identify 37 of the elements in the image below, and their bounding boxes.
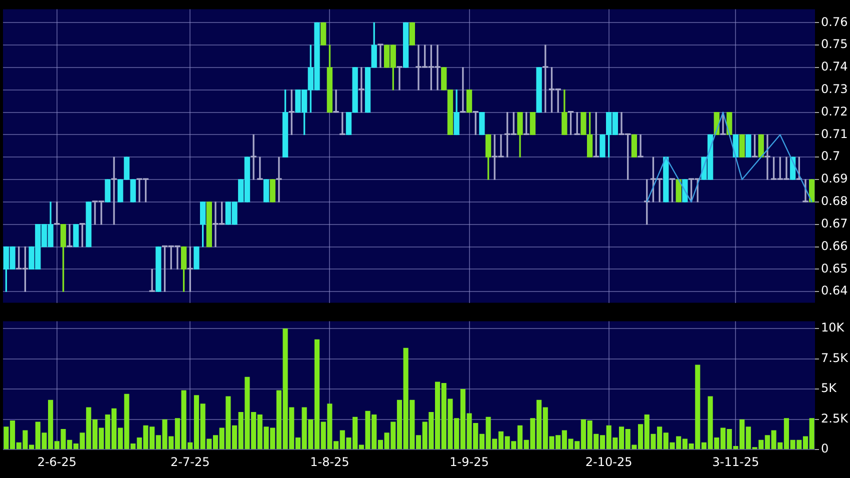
y-tick-label: 0.64 (821, 284, 848, 298)
x-tick-label: 1-8-25 (310, 454, 350, 469)
y-tick-label: 0.7 (821, 149, 840, 164)
candlestick (333, 90, 339, 113)
y-tick-label: 0.68 (821, 194, 848, 208)
candlestick (460, 67, 466, 113)
candlestick (276, 156, 282, 202)
y-tick-label: 0.76 (821, 14, 848, 29)
y-tick-label: 0.73 (821, 82, 848, 96)
candlestick (764, 134, 770, 180)
y-tick-label: 7.5K (821, 350, 850, 365)
candlestick (250, 134, 256, 180)
y-tick-label: 5K (821, 381, 838, 396)
candlestick (257, 156, 263, 180)
x-tick-label: 3-11-25 (712, 454, 760, 469)
candlestick (638, 134, 644, 158)
candlestick (378, 44, 384, 68)
candlestick (149, 268, 155, 292)
x-tick-label: 2-10-25 (585, 454, 632, 469)
y-tick-label: 0.66 (821, 238, 848, 253)
x-tick-label: 2-7-25 (170, 454, 210, 469)
y-tick-label: 0.74 (821, 60, 848, 74)
y-tick-label: 0 (821, 442, 829, 456)
candlestick (54, 202, 60, 225)
candlestick (111, 156, 117, 225)
x-tick-label: 2-6-25 (37, 454, 77, 469)
y-tick-label: 10K (821, 320, 846, 335)
x-tick-label: 1-9-25 (450, 454, 489, 469)
y-tick-label: 2.5K (821, 411, 850, 426)
y-tick-label: 0.71 (821, 126, 848, 141)
y-tick-label: 0.72 (821, 104, 848, 118)
candlestick (396, 66, 402, 90)
y-tick-label: 0.75 (821, 37, 848, 52)
y-tick-label: 0.65 (821, 261, 848, 276)
candlestick (358, 67, 364, 113)
y-tick-label: 0.69 (821, 172, 848, 186)
y-tick-label: 0.67 (821, 216, 848, 230)
